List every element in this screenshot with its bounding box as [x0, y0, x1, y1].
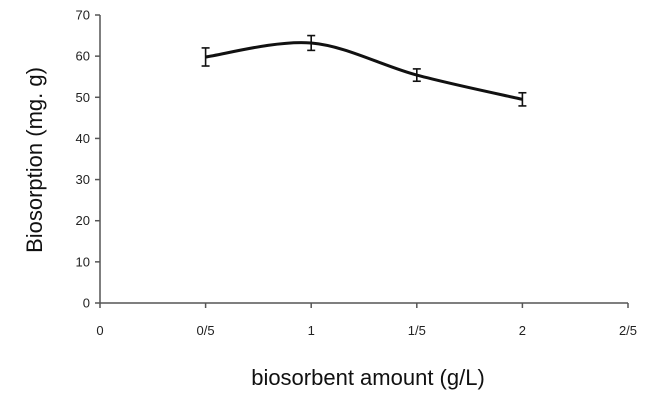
x-tick-label: 1/5: [408, 323, 426, 338]
x-axis-title: biosorbent amount (g/L): [251, 365, 485, 390]
x-axis-ticks: 0 0/5 1 1/5 2 2/5: [96, 303, 637, 338]
error-bar: [201, 47, 210, 67]
error-bar: [412, 68, 421, 83]
error-bar: [518, 91, 527, 107]
x-tick-label: 1: [308, 323, 315, 338]
error-bar: [307, 34, 316, 52]
series-line: [205, 41, 523, 101]
y-tick-label: 40: [76, 131, 90, 146]
y-axis-ticks: 0 10 20 30 40 50 60 70: [76, 8, 100, 311]
x-tick-label: 2/5: [619, 323, 637, 338]
series-layer: [201, 34, 527, 107]
y-tick-label: 30: [76, 172, 90, 187]
y-tick-label: 0: [83, 296, 90, 311]
y-tick-label: 60: [76, 49, 90, 64]
y-tick-label: 20: [76, 213, 90, 228]
y-axis-title: Biosorption (mg. g): [22, 67, 47, 253]
x-tick-label: 2: [519, 323, 526, 338]
x-tick-label: 0: [96, 323, 103, 338]
plot-area: 0 10 20 30 40 50 60 70 0 0/5 1 1/5 2 2/5: [76, 8, 638, 339]
y-tick-label: 50: [76, 90, 90, 105]
y-tick-label: 70: [76, 8, 90, 23]
x-tick-label: 0/5: [197, 323, 215, 338]
y-tick-label: 10: [76, 254, 90, 269]
